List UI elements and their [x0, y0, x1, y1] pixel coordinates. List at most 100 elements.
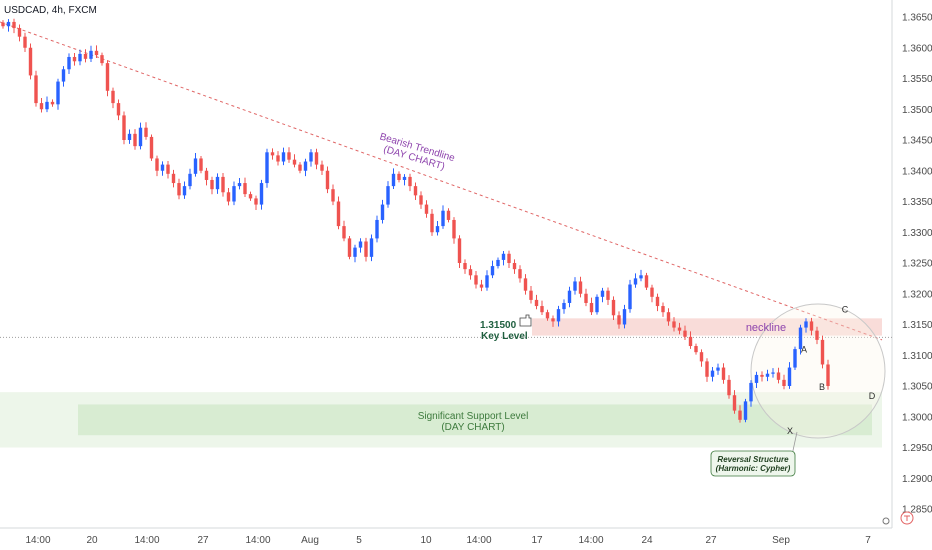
candle-body — [281, 152, 286, 162]
time-tick-label: 14:00 — [578, 535, 603, 546]
reversal-zone-circle — [750, 303, 886, 439]
candle-body — [655, 296, 660, 307]
candle-body — [463, 263, 467, 270]
price-tick-label: 1.30000 — [902, 412, 932, 423]
candle-body — [556, 309, 561, 322]
candle-body — [287, 152, 291, 160]
candle-body — [732, 395, 737, 411]
candle-body — [254, 198, 258, 205]
price-tick-label: 1.31000 — [902, 351, 932, 362]
candle-body — [144, 127, 148, 137]
candle-body — [826, 364, 830, 386]
candle-body — [39, 103, 44, 110]
time-tick-label: 14:00 — [134, 535, 159, 546]
settings-icon[interactable] — [882, 517, 890, 525]
candle-body — [776, 372, 781, 380]
candle-body — [199, 158, 203, 171]
time-tick-label: 10 — [420, 535, 432, 546]
candle-body — [606, 290, 610, 300]
candle-body — [705, 361, 709, 377]
candle-body — [622, 309, 627, 325]
candle-body — [133, 133, 137, 147]
time-tick-label: 14:00 — [25, 535, 50, 546]
candle-body — [760, 374, 764, 377]
candle-body — [452, 219, 456, 239]
candle-body — [644, 275, 649, 288]
time-tick-label: 20 — [86, 535, 98, 546]
candle-body — [353, 247, 357, 257]
candle-body — [721, 367, 726, 380]
price-axis: 1.36500 1.36000 1.35500 1.35000 1.34500 1.340… — [902, 13, 932, 516]
candle-body — [496, 259, 500, 267]
candle-body — [226, 192, 231, 202]
reversal-structure-box — [710, 450, 796, 477]
candle-body — [314, 152, 319, 165]
reversal-label: Reversal Structure — [717, 455, 789, 464]
pattern-point-c: C — [842, 304, 849, 314]
candle-body — [127, 133, 132, 140]
candle-body — [276, 155, 280, 162]
candle-body — [446, 210, 451, 220]
candle-body — [595, 296, 599, 313]
candle-body — [628, 284, 632, 310]
candle-body — [694, 346, 698, 353]
candle-body — [78, 53, 82, 62]
candle-body — [441, 210, 445, 227]
candle-body — [171, 173, 176, 184]
time-tick-label: 5 — [356, 535, 362, 546]
time-tick-label: Sep — [772, 535, 790, 546]
candle-body — [364, 241, 368, 257]
candle-body — [6, 21, 11, 27]
candle-body — [331, 189, 335, 202]
candle-body — [413, 186, 418, 196]
candle-body — [34, 75, 38, 104]
price-tick-label: 1.35000 — [902, 105, 932, 116]
candle-body — [204, 170, 209, 180]
candle-body — [578, 281, 583, 294]
candle-body — [397, 173, 401, 180]
time-tick-label: 27 — [705, 535, 717, 546]
candle-body — [600, 290, 605, 297]
support-sub-label: (DAY CHART) — [441, 422, 504, 433]
candle-body — [221, 176, 225, 193]
candle-body — [325, 170, 330, 190]
candle-body — [265, 152, 269, 184]
candle-body — [188, 173, 192, 187]
candle-body — [419, 195, 423, 205]
candle-body — [424, 204, 429, 214]
candle-body — [309, 152, 313, 162]
price-tick-label: 1.33000 — [902, 228, 932, 239]
candle-body — [435, 226, 440, 233]
price-tick-label: 1.30500 — [902, 382, 932, 393]
candle-body — [166, 164, 170, 174]
price-tick-label: 1.35500 — [902, 74, 932, 85]
candle-body — [793, 349, 797, 368]
candle-body — [56, 81, 60, 105]
candle-body — [650, 287, 654, 297]
time-tick-label: 14:00 — [466, 535, 491, 546]
candle-body — [100, 55, 104, 64]
reversal-sub-label: (Harmonic: Cypher) — [716, 464, 791, 473]
pattern-point-b: B — [819, 382, 825, 392]
time-tick-label: 7 — [865, 535, 871, 546]
candle-body — [589, 302, 594, 313]
candle-body — [215, 176, 220, 190]
price-tick-label: 1.29000 — [902, 474, 932, 485]
pattern-point-a: A — [801, 344, 807, 354]
candle-body — [507, 253, 511, 263]
candles-layer — [1, 18, 830, 423]
candle-body — [210, 179, 214, 190]
candle-body — [430, 213, 434, 233]
candle-body — [771, 372, 775, 374]
candle-body — [1, 22, 5, 27]
time-tick-label: 14:00 — [245, 535, 270, 546]
candle-body — [347, 238, 352, 257]
candle-body — [523, 278, 528, 291]
candle-body — [677, 327, 682, 331]
candle-body — [45, 101, 49, 110]
plot-area[interactable] — [0, 0, 892, 528]
candle-body — [534, 299, 539, 307]
price-tick-label: 1.34500 — [902, 136, 932, 147]
candle-body — [639, 275, 643, 279]
